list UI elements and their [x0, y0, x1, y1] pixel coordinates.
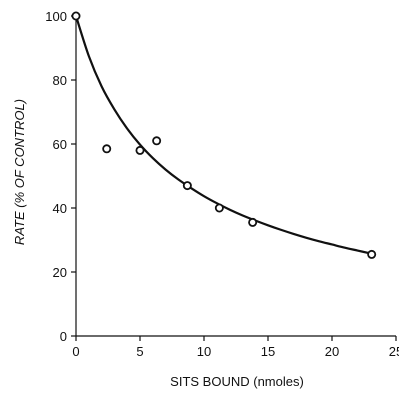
data-point: [135, 145, 145, 155]
data-point: [71, 11, 81, 21]
fit-curve: [74, 15, 371, 255]
y-axis-title: RATE (% OF CONTROL): [12, 99, 27, 245]
data-point: [367, 249, 377, 259]
data-point: [152, 136, 162, 146]
x-tick-label: 0: [72, 344, 79, 359]
ticks: 0 5 10 15 20 25 0 20 40 60 80 100: [45, 9, 399, 359]
axes: [75, 16, 396, 337]
y-tick-label: 0: [60, 329, 67, 344]
x-axis-title: SITS BOUND (nmoles): [170, 374, 304, 389]
y-tick-label: 100: [45, 9, 67, 24]
x-tick-label: 15: [261, 344, 275, 359]
y-tick-label: 20: [53, 265, 67, 280]
y-tick-label: 80: [53, 73, 67, 88]
data-point: [248, 217, 258, 227]
data-point: [182, 181, 192, 191]
data-point: [102, 144, 112, 154]
x-tick-label: 20: [325, 344, 339, 359]
x-tick-label: 10: [197, 344, 211, 359]
data-points: [71, 11, 377, 259]
data-point: [214, 203, 224, 213]
y-tick-label: 60: [53, 137, 67, 152]
x-tick-label: 5: [136, 344, 143, 359]
y-tick-label: 40: [53, 201, 67, 216]
x-tick-label: 25: [389, 344, 399, 359]
